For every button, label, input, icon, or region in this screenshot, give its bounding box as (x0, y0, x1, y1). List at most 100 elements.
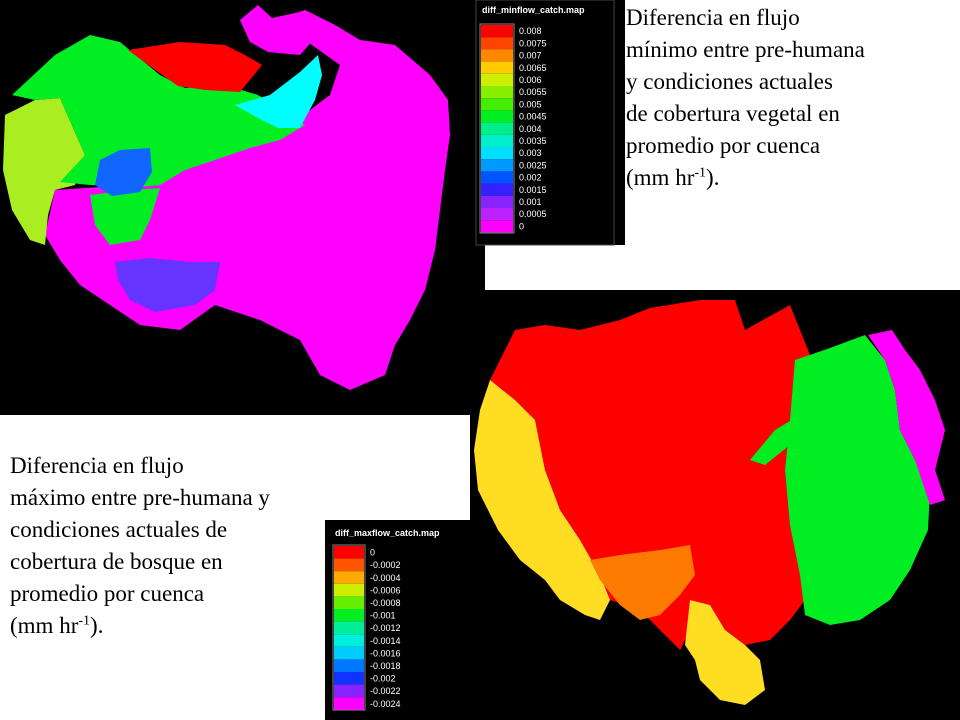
bottom-caption-line-5: promedio por cuenca (10, 581, 205, 606)
top-legend-swatch (481, 61, 513, 74)
top-legend-swatch-frame (479, 23, 515, 234)
top-legend-label: 0.0045 (519, 112, 547, 122)
bottom-legend-swatch (334, 672, 364, 685)
top-legend-label: 0.0075 (519, 38, 547, 48)
bottom-legend-title: diff_maxflow_catch.map (335, 528, 440, 538)
bottom-legend-swatch (334, 583, 364, 597)
top-legend-label: 0.0015 (519, 185, 547, 195)
bottom-legend-swatch (334, 646, 364, 660)
top-caption-line-4: de cobertura vegetal en (626, 101, 840, 126)
bottom-legend-label: -0.0002 (370, 560, 401, 570)
top-legend-title: diff_minflow_catch.map (482, 5, 585, 15)
top-legend-label: 0.002 (519, 173, 542, 183)
bottom-unit-suffix: ). (90, 613, 104, 638)
top-legend-label: 0.005 (519, 99, 542, 109)
bottom-legend-swatch (334, 596, 364, 609)
top-catchment-map (3, 5, 450, 390)
top-unit-exponent: -1 (694, 165, 707, 181)
top-region-blue (95, 148, 152, 196)
top-region-lime (3, 98, 85, 245)
bottom-map-caption: Diferencia en flujo máximo entre pre-hum… (10, 450, 270, 642)
bottom-region-yellow-south (685, 600, 765, 705)
top-legend-swatch (481, 110, 513, 123)
bottom-legend-label: 0 (370, 548, 375, 558)
bottom-caption-line-1: Diferencia en flujo (10, 453, 184, 478)
top-region-green-south (90, 188, 160, 245)
top-legend-swatch (481, 73, 513, 86)
bottom-legend-swatch (334, 697, 364, 710)
bottom-caption-line-2: máximo entre pre-humana y (10, 485, 270, 510)
top-legend-label: 0.0025 (519, 160, 547, 170)
top-unit-prefix: (mm hr (626, 165, 695, 190)
bottom-legend-label: -0.0016 (370, 648, 401, 658)
top-legend-swatch (481, 98, 513, 111)
top-legend-swatch (481, 220, 513, 233)
bottom-legend-label: -0.002 (370, 674, 396, 684)
bottom-legend-label: -0.001 (370, 611, 396, 621)
bottom-legend-swatch (334, 659, 364, 672)
top-caption-line-1: Diferencia en flujo (626, 5, 800, 30)
bottom-region-green-inlet (750, 415, 815, 465)
bottom-legend-swatch (334, 609, 364, 622)
bottom-region-red (490, 300, 810, 650)
top-legend-swatch (481, 159, 513, 172)
top-legend-swatch (481, 208, 513, 221)
bottom-legend-swatch (334, 546, 364, 559)
top-legend-swatch (481, 49, 513, 62)
bottom-legend-label: -0.0012 (370, 623, 401, 633)
top-legend-swatch (481, 122, 513, 135)
top-region-cyan (235, 55, 322, 128)
top-legend: diff_minflow_catch.map 0.0080.00750.0070… (475, 0, 615, 246)
top-legend-swatch (481, 183, 513, 196)
top-legend-swatch (481, 147, 513, 160)
bottom-region-magenta (868, 330, 945, 505)
top-legend-swatch (481, 25, 513, 38)
bottom-legend-items: 0 -0.0002 -0.0004 -0.0006 -0.0008 -0.001 -0.00… (334, 546, 401, 710)
top-legend-label: 0.0035 (519, 136, 547, 146)
top-caption-line-3: y condiciones actuales (626, 69, 833, 94)
top-legend-swatch (481, 86, 513, 99)
top-caption-line-5: promedio por cuenca (626, 133, 821, 158)
top-unit-suffix: ). (706, 165, 720, 190)
top-legend-label: 0.006 (519, 75, 542, 85)
bottom-legend-swatch (334, 558, 364, 572)
top-legend-label: 0.0065 (519, 63, 547, 73)
bottom-legend-label: -0.0014 (370, 636, 401, 646)
top-legend-label: 0 (519, 221, 524, 231)
bottom-legend-label: -0.0004 (370, 573, 401, 583)
top-legend-items: 0.008 0.0075 0.007 0.0065 0.006 0.0055 0.005 0.… (481, 25, 547, 233)
bottom-legend-swatch (334, 684, 364, 698)
bottom-legend-swatch (334, 571, 364, 584)
top-region-magenta-north (240, 5, 322, 55)
top-legend-swatch (481, 37, 513, 50)
top-legend-label: 0.008 (519, 26, 542, 36)
bottom-legend-label: -0.0022 (370, 686, 401, 696)
top-legend-label: 0.003 (519, 148, 542, 158)
bottom-legend-label: -0.0008 (370, 598, 401, 608)
top-legend-swatch (481, 171, 513, 184)
bottom-legend-swatch (334, 621, 364, 635)
top-legend-label: 0.0005 (519, 209, 547, 219)
bottom-region-yellow-west (474, 380, 610, 620)
bottom-legend-label: -0.0024 (370, 699, 401, 709)
top-caption-line-2: mínimo entre pre-humana (626, 37, 865, 62)
bottom-region-orange (590, 545, 695, 620)
bottom-region-green (785, 335, 930, 625)
bottom-legend-label: -0.0006 (370, 585, 401, 595)
top-legend-label: 0.004 (519, 124, 542, 134)
top-legend-swatch (481, 195, 513, 208)
top-map-caption: Diferencia en flujo mínimo entre pre-hum… (626, 2, 865, 194)
bottom-caption-line-3: condiciones actuales de (10, 517, 228, 542)
top-caption-unit: (mm hr-1). (626, 162, 865, 194)
bottom-unit-exponent: -1 (78, 613, 91, 629)
bottom-caption-unit: (mm hr-1). (10, 610, 270, 642)
bottom-unit-prefix: (mm hr (10, 613, 79, 638)
top-region-red (128, 42, 262, 92)
bottom-catchment-map (474, 300, 945, 705)
top-legend-label: 0.0055 (519, 87, 547, 97)
top-legend-label: 0.007 (519, 51, 542, 61)
bottom-legend: diff_maxflow_catch.map 0 -0.0002 -0.0004 -0… (326, 520, 476, 720)
bottom-legend-swatch (334, 634, 364, 647)
top-legend-label: 0.001 (519, 197, 542, 207)
